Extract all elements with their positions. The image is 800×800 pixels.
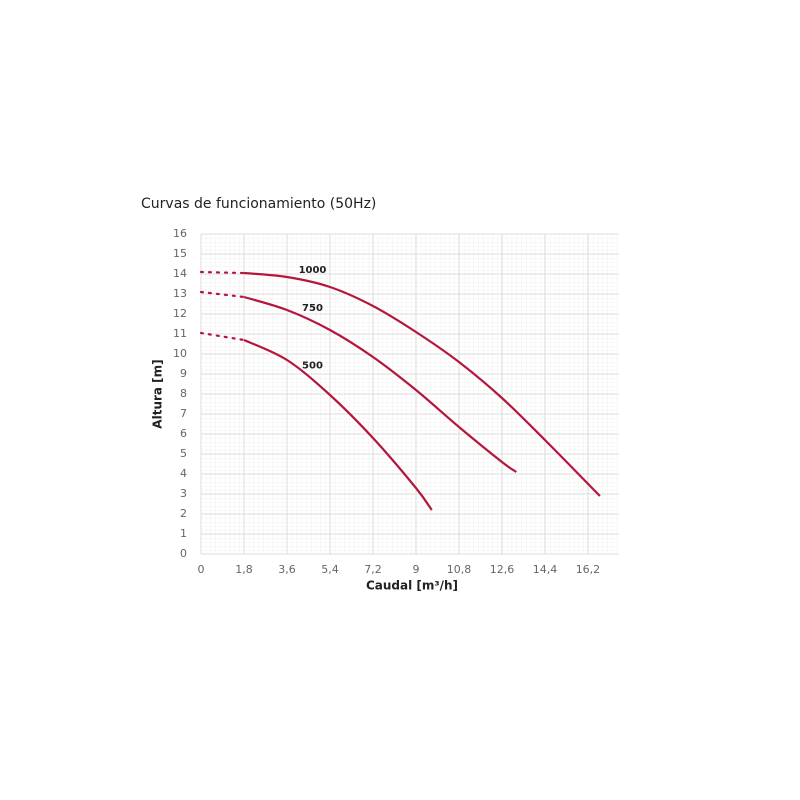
extrapolated-line	[199, 270, 246, 275]
curve	[243, 271, 601, 497]
y-tick-label: 3	[180, 487, 187, 500]
x-tick-label: 12,6	[490, 563, 515, 576]
curve-label: 750	[302, 303, 323, 314]
extrapolated-line	[199, 331, 246, 342]
x-tick-label: 10,8	[447, 563, 472, 576]
y-tick-label: 14	[173, 267, 187, 280]
y-tick-label: 12	[173, 307, 187, 320]
curve-label: 500	[302, 361, 323, 372]
y-tick-label: 6	[180, 427, 187, 440]
y-tick-label: 13	[173, 287, 187, 300]
x-tick-label: 7,2	[364, 563, 382, 576]
x-tick-label: 1,8	[235, 563, 253, 576]
x-tick-label: 14,4	[533, 563, 558, 576]
y-tick-label: 11	[173, 327, 187, 340]
y-tick-label: 10	[173, 347, 187, 360]
y-tick-label: 16	[173, 227, 187, 240]
x-tick-label: 9	[412, 563, 419, 576]
curve-label: 1000	[299, 265, 327, 276]
x-tick-label: 3,6	[278, 563, 296, 576]
y-axis-title: Altura [m]	[151, 359, 165, 428]
y-tick-label: 4	[180, 467, 187, 480]
curve	[243, 339, 433, 511]
y-tick-label: 2	[180, 507, 187, 520]
y-tick-label: 7	[180, 407, 187, 420]
y-tick-label: 15	[173, 247, 187, 260]
curve	[243, 295, 517, 473]
x-tick-label: 5,4	[321, 563, 339, 576]
chart-title: Curvas de funcionamiento (50Hz)	[141, 196, 376, 212]
y-tick-label: 1	[180, 527, 187, 540]
x-tick-label: 0	[198, 563, 205, 576]
extrapolated-line	[199, 290, 246, 299]
y-tick-label: 5	[180, 447, 187, 460]
x-tick-label: 16,2	[576, 563, 601, 576]
x-axis-title: Caudal [m³/h]	[366, 579, 458, 593]
y-tick-label: 9	[180, 367, 187, 380]
y-tick-label: 8	[180, 387, 187, 400]
y-tick-label: 0	[180, 547, 187, 560]
